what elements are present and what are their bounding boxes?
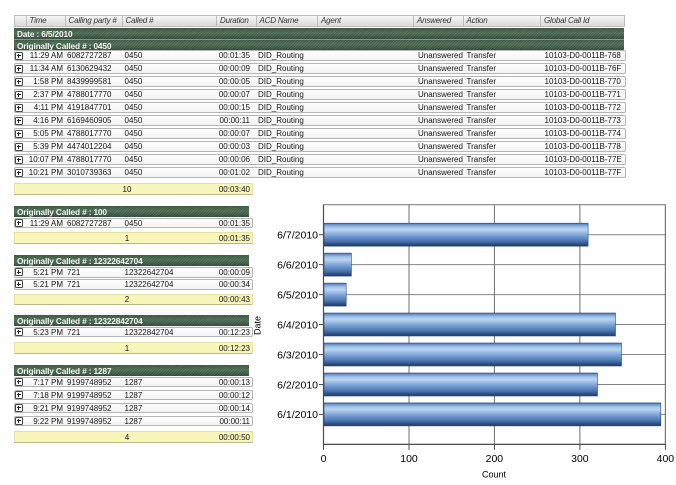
svg-text:6/1/2010: 6/1/2010 [277, 409, 318, 421]
svg-text:6/6/2010: 6/6/2010 [277, 259, 318, 271]
svg-text:400: 400 [657, 453, 675, 465]
svg-text:300: 300 [571, 453, 589, 465]
svg-text:200: 200 [486, 453, 504, 465]
svg-text:6/3/2010: 6/3/2010 [277, 349, 318, 361]
svg-text:6/5/2010: 6/5/2010 [277, 289, 318, 301]
svg-text:Date: Date [252, 316, 262, 335]
svg-text:Count: Count [482, 470, 507, 480]
svg-text:6/7/2010: 6/7/2010 [277, 230, 318, 242]
svg-text:6/4/2010: 6/4/2010 [277, 319, 318, 331]
svg-text:6/2/2010: 6/2/2010 [277, 379, 318, 391]
svg-text:0: 0 [321, 453, 327, 465]
svg-text:100: 100 [400, 453, 418, 465]
